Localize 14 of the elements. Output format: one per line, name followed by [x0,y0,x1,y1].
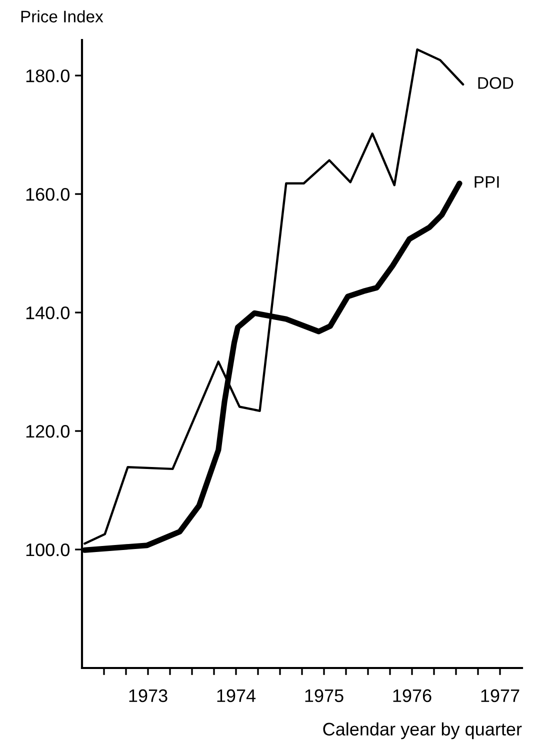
y-tick-label: 140.0 [26,306,70,320]
x-tick-label: 1974 [217,689,256,702]
series-label: PPI [474,176,499,188]
x-tick-label: 1977 [481,689,520,702]
x-tick-label: 1975 [305,689,344,702]
x-tick-label: 1976 [393,689,432,702]
y-tick-label: 120.0 [26,424,70,438]
y-tick-label: 160.0 [26,188,70,201]
x-axis-title: Calendar year by quarter [323,722,522,740]
x-tick-label: 1973 [129,689,168,702]
y-tick-label: 100.0 [26,543,70,556]
y-axis-title: Price Index [21,10,104,22]
y-tick-label: 180.0 [26,69,70,82]
series-label: DOD [478,77,514,89]
